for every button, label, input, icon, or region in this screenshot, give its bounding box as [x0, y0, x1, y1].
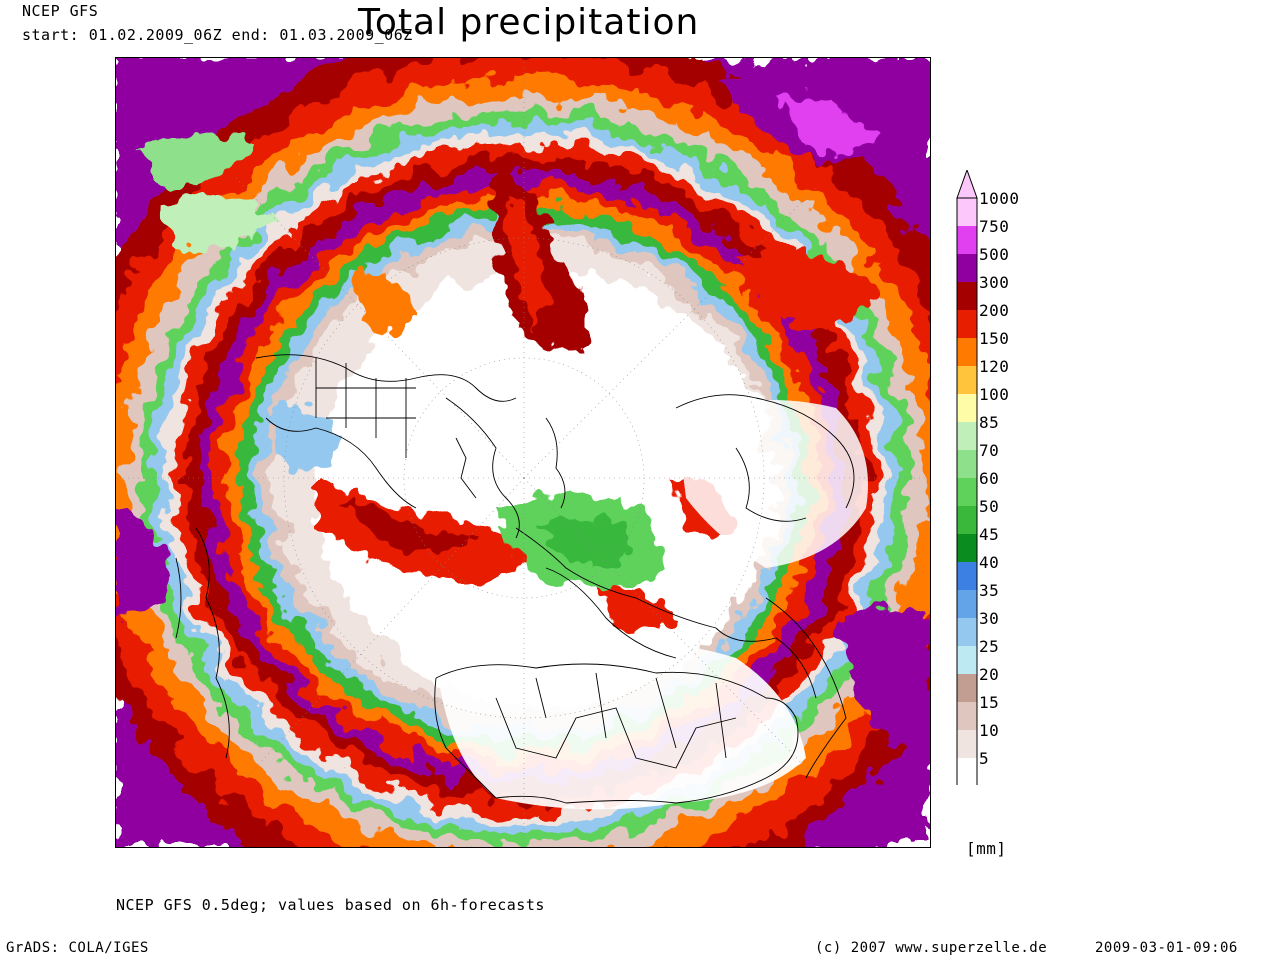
legend-swatch-50	[957, 506, 977, 534]
legend-swatch-300	[957, 282, 977, 310]
legend-label-15: 15	[979, 693, 1000, 712]
legend-label-750: 750	[979, 217, 1010, 236]
legend-label-150: 150	[979, 329, 1010, 348]
legend-label-5: 5	[979, 749, 990, 768]
legend-label-85: 85	[979, 413, 1000, 432]
legend-label-50: 50	[979, 497, 1000, 516]
legend-swatch-35	[957, 590, 977, 618]
model-note: NCEP GFS 0.5deg; values based on 6h-fore…	[116, 896, 545, 914]
legend-swatch-25	[957, 646, 977, 674]
legend-swatch-15	[957, 702, 977, 730]
precipitation-map	[115, 57, 931, 848]
graticule	[116, 58, 930, 847]
legend-label-70: 70	[979, 441, 1000, 460]
copyright: (c) 2007 www.superzelle.de	[815, 940, 1048, 956]
legend-label-300: 300	[979, 273, 1010, 292]
legend-swatch-45	[957, 534, 977, 562]
coastlines	[175, 354, 855, 804]
legend-label-45: 45	[979, 525, 1000, 544]
legend-swatch-60	[957, 478, 977, 506]
legend-label-120: 120	[979, 357, 1010, 376]
legend-swatch-100	[957, 394, 977, 422]
legend-label-500: 500	[979, 245, 1010, 264]
map-title: Total precipitation	[358, 2, 700, 43]
legend-label-1000: 1000	[979, 189, 1020, 208]
legend-label-40: 40	[979, 553, 1000, 572]
timestamp: 2009-03-01-09:06	[1095, 940, 1238, 956]
legend-arrow-top	[956, 170, 978, 199]
legend-swatch-150	[957, 338, 977, 366]
land-area	[436, 400, 868, 810]
legend-swatch-750	[957, 226, 977, 254]
legend-swatch-120	[957, 366, 977, 394]
unit-label: [mm]	[966, 839, 1007, 858]
legend-swatch-200	[957, 310, 977, 338]
period-label: start: 01.02.2009_06Z end: 01.03.2009_06…	[22, 26, 413, 44]
legend-swatch-10	[957, 730, 977, 758]
precipitation-features	[116, 71, 930, 758]
legend-label-60: 60	[979, 469, 1000, 488]
legend-label-20: 20	[979, 665, 1000, 684]
legend-swatch-5	[957, 758, 977, 785]
legend-swatch-70	[957, 450, 977, 478]
legend-swatch-85	[957, 422, 977, 450]
source-label: NCEP GFS	[22, 2, 99, 20]
color-legend	[956, 170, 978, 785]
legend-label-35: 35	[979, 581, 1000, 600]
legend-label-200: 200	[979, 301, 1010, 320]
legend-label-25: 25	[979, 637, 1000, 656]
legend-swatch-30	[957, 618, 977, 646]
legend-label-100: 100	[979, 385, 1010, 404]
legend-label-10: 10	[979, 721, 1000, 740]
legend-swatch-20	[957, 674, 977, 702]
legend-label-30: 30	[979, 609, 1000, 628]
legend-swatch-500	[957, 254, 977, 282]
software-credit: GrADS: COLA/IGES	[6, 940, 149, 956]
legend-swatch-40	[957, 562, 977, 590]
legend-swatch-1000	[957, 198, 977, 226]
legend-frame	[956, 197, 978, 785]
